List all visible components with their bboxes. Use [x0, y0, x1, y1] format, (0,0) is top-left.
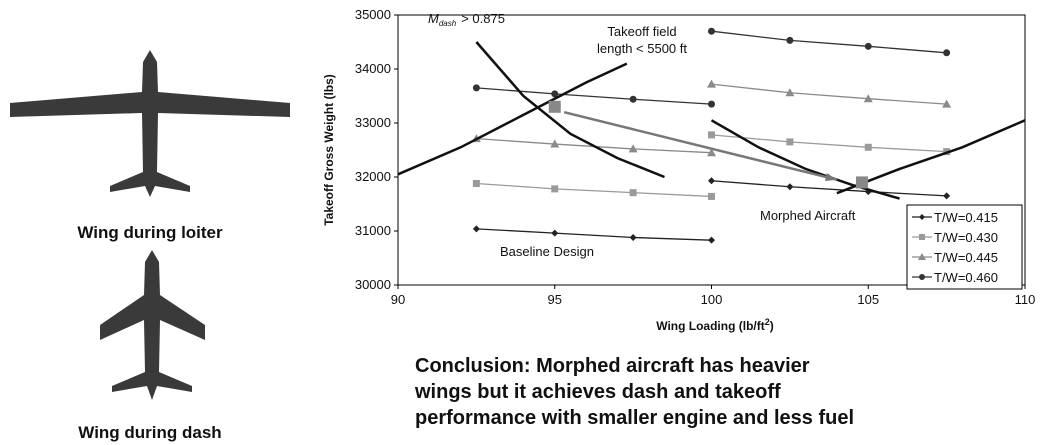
- x-tick-label: 95: [548, 292, 562, 307]
- x-tick-label: 105: [857, 292, 879, 307]
- marker: [473, 84, 480, 91]
- slide: Wing during loiter Wing during dash Conc…: [0, 0, 1043, 445]
- marker: [551, 230, 558, 237]
- marker: [786, 138, 793, 145]
- y-tick-label: 35000: [355, 7, 391, 22]
- marker: [865, 43, 872, 50]
- marker: [630, 234, 637, 241]
- marker: [708, 131, 715, 138]
- series-line: [476, 181, 946, 240]
- mach-rest: > 0.875: [461, 11, 505, 26]
- legend-label: T/W=0.445: [934, 250, 998, 265]
- marker: [630, 189, 637, 196]
- legend: T/W=0.415 T/W=0.430 T/W=0.445 T/W=0.460: [907, 205, 1022, 289]
- x-label-text: Wing Loading (lb/ft: [656, 319, 765, 333]
- marker: [630, 96, 637, 103]
- y-axis-label: Takeoff Gross Weight (lbs): [322, 74, 336, 226]
- design-point: [856, 176, 868, 188]
- takeoff-annotation: length < 5500 ft: [597, 41, 687, 56]
- caption: Wing during dash: [78, 423, 221, 442]
- marker: [865, 144, 872, 151]
- plane-loiter: [10, 50, 290, 197]
- baseline-annotation: Baseline Design: [500, 244, 594, 259]
- marker: [919, 234, 925, 240]
- marker: [707, 80, 716, 88]
- x-axis-label: Wing Loading (lb/ft2): [656, 317, 774, 333]
- legend-label: T/W=0.460: [934, 270, 998, 285]
- y-tick-label: 30000: [355, 277, 391, 292]
- caption: Wing during loiter: [77, 223, 223, 242]
- conclusion: performance with smaller engine and less…: [415, 407, 854, 429]
- slide-canvas: Wing during loiter Wing during dash Conc…: [0, 0, 1043, 445]
- marker: [708, 177, 715, 184]
- legend-label: T/W=0.430: [934, 230, 998, 245]
- takeoff-annotation: Takeoff field: [607, 24, 676, 39]
- marker: [786, 37, 793, 44]
- marker: [943, 49, 950, 56]
- x-tick-label: 110: [1015, 292, 1036, 307]
- y-tick-label: 34000: [355, 61, 391, 76]
- marker: [551, 185, 558, 192]
- mach-m: M: [428, 11, 439, 26]
- marker: [708, 193, 715, 200]
- mach-sub: dash: [439, 19, 457, 28]
- marker: [473, 180, 480, 187]
- constraint-curve: [476, 42, 664, 177]
- y-tick-label: 31000: [355, 223, 391, 238]
- constraint-curve: [712, 120, 900, 198]
- morphed-annotation: Morphed Aircraft: [760, 208, 856, 223]
- arrow-head: [825, 173, 837, 181]
- mach-annotation: Mdash > 0.875: [428, 11, 505, 28]
- series-line: [476, 31, 946, 104]
- design-point: [549, 101, 561, 113]
- marker: [708, 101, 715, 108]
- series-line: [476, 84, 946, 153]
- plane-dash: [100, 250, 205, 400]
- marker: [708, 28, 715, 35]
- x-label-end: ): [770, 319, 774, 333]
- x-tick-label: 90: [391, 292, 405, 307]
- marker: [473, 225, 480, 232]
- legend-label: T/W=0.415: [934, 210, 998, 225]
- y-tick-label: 33000: [355, 115, 391, 130]
- x-tick-label: 100: [701, 292, 723, 307]
- arrow: [564, 112, 837, 180]
- marker: [919, 274, 925, 280]
- marker: [786, 183, 793, 190]
- y-tick-label: 32000: [355, 169, 391, 184]
- conclusion: wings but it achieves dash and takeoff: [414, 381, 781, 403]
- marker: [708, 237, 715, 244]
- conclusion: Conclusion: Morphed aircraft has heavier: [415, 355, 810, 377]
- marker: [943, 192, 950, 199]
